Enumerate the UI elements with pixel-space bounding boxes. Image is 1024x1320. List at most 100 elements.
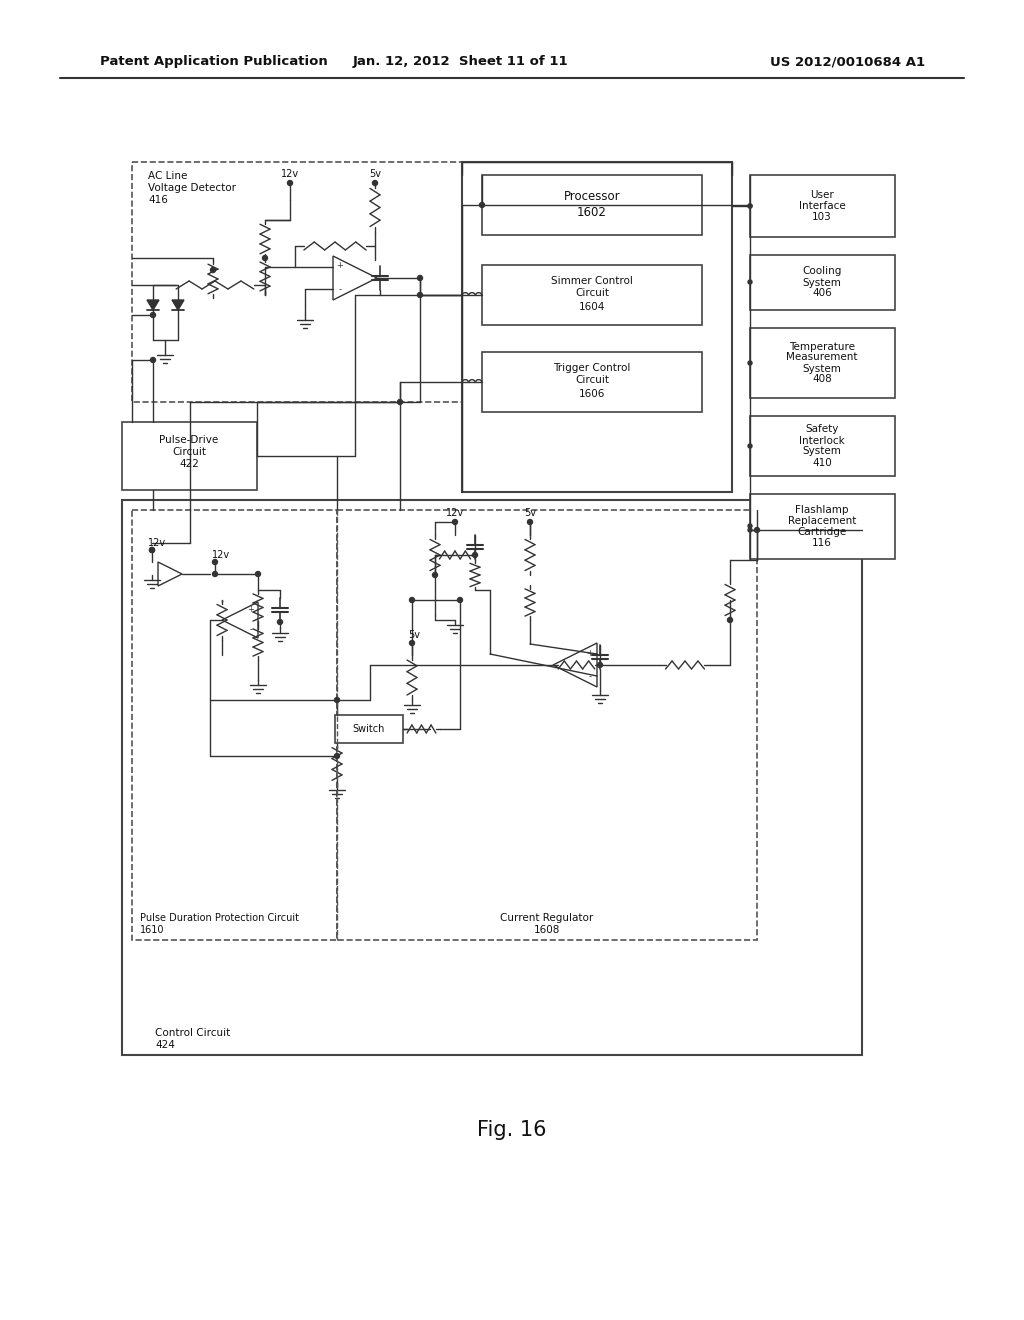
Bar — [482, 176, 702, 235]
Text: Measurement: Measurement — [786, 352, 858, 363]
Bar — [750, 176, 895, 238]
Polygon shape — [147, 300, 159, 310]
Bar — [122, 500, 862, 1055]
Circle shape — [213, 572, 217, 577]
Text: 408: 408 — [812, 375, 831, 384]
Circle shape — [262, 256, 267, 260]
Circle shape — [418, 293, 423, 297]
Polygon shape — [172, 300, 184, 310]
Text: Simmer Control: Simmer Control — [551, 276, 633, 286]
Circle shape — [256, 572, 260, 577]
Circle shape — [432, 573, 437, 578]
Text: System: System — [803, 446, 842, 457]
Text: Flashlamp: Flashlamp — [796, 506, 849, 515]
Circle shape — [748, 444, 752, 447]
Circle shape — [418, 276, 423, 281]
Text: Interlock: Interlock — [799, 436, 845, 446]
Text: AC Line: AC Line — [148, 172, 187, 181]
Text: 410: 410 — [812, 458, 831, 467]
Text: Trigger Control: Trigger Control — [553, 363, 631, 374]
Text: Control Circuit: Control Circuit — [155, 1028, 230, 1038]
Text: Fig. 16: Fig. 16 — [477, 1119, 547, 1140]
Bar — [335, 715, 403, 743]
Text: -: - — [339, 285, 341, 294]
Text: System: System — [803, 363, 842, 374]
Circle shape — [597, 663, 602, 668]
Circle shape — [748, 280, 752, 284]
Text: Interface: Interface — [799, 201, 846, 211]
Text: Circuit: Circuit — [172, 447, 206, 457]
Circle shape — [748, 528, 752, 532]
Circle shape — [748, 205, 752, 209]
Circle shape — [410, 640, 415, 645]
Circle shape — [472, 553, 477, 557]
Circle shape — [748, 524, 752, 528]
Text: Current Regulator: Current Regulator — [501, 913, 594, 923]
Text: 116: 116 — [812, 539, 831, 548]
Circle shape — [211, 268, 215, 272]
Text: Jan. 12, 2012  Sheet 11 of 11: Jan. 12, 2012 Sheet 11 of 11 — [352, 55, 568, 69]
Bar — [132, 162, 462, 403]
Text: +: + — [248, 606, 254, 615]
Text: Pulse Duration Protection Circuit: Pulse Duration Protection Circuit — [140, 913, 299, 923]
Text: Cartridge: Cartridge — [798, 527, 847, 537]
Circle shape — [458, 598, 463, 602]
Circle shape — [527, 520, 532, 524]
Text: Replacement: Replacement — [787, 516, 856, 525]
Circle shape — [479, 202, 484, 207]
Text: US 2012/0010684 A1: US 2012/0010684 A1 — [770, 55, 925, 69]
Bar — [750, 416, 895, 477]
Circle shape — [410, 598, 415, 602]
Bar — [462, 162, 732, 492]
Text: 1606: 1606 — [579, 389, 605, 399]
Text: +: + — [587, 648, 594, 657]
Circle shape — [335, 754, 340, 759]
Text: Temperature: Temperature — [790, 342, 855, 351]
Text: 406: 406 — [812, 289, 831, 298]
Text: -: - — [250, 626, 253, 635]
Circle shape — [397, 400, 402, 404]
Text: 416: 416 — [148, 195, 168, 205]
Circle shape — [288, 181, 293, 186]
Text: 424: 424 — [155, 1040, 175, 1049]
Text: Patent Application Publication: Patent Application Publication — [100, 55, 328, 69]
Text: 422: 422 — [179, 459, 199, 469]
Text: 1604: 1604 — [579, 302, 605, 312]
Text: 1602: 1602 — [578, 206, 607, 219]
Text: 12v: 12v — [212, 550, 230, 560]
Circle shape — [278, 619, 283, 624]
Text: User: User — [810, 190, 834, 201]
Bar — [132, 510, 337, 940]
Bar — [122, 422, 257, 490]
Text: System: System — [803, 277, 842, 288]
Text: Safety: Safety — [805, 425, 839, 434]
Circle shape — [151, 358, 156, 363]
Circle shape — [453, 520, 458, 524]
Circle shape — [335, 697, 340, 702]
Bar — [750, 494, 895, 558]
Text: Circuit: Circuit — [575, 375, 609, 385]
Circle shape — [151, 313, 156, 318]
Text: 5v: 5v — [408, 630, 420, 640]
Circle shape — [748, 360, 752, 366]
Bar — [482, 352, 702, 412]
Text: Switch: Switch — [353, 723, 385, 734]
Circle shape — [373, 181, 378, 186]
Circle shape — [150, 548, 155, 553]
Bar — [337, 510, 757, 940]
Bar — [482, 265, 702, 325]
Circle shape — [755, 528, 760, 532]
Text: Circuit: Circuit — [575, 288, 609, 298]
Text: -: - — [589, 672, 592, 681]
Text: Cooling: Cooling — [803, 267, 842, 276]
Text: 12v: 12v — [445, 508, 464, 517]
Text: 1610: 1610 — [140, 925, 165, 935]
Text: 5v: 5v — [524, 508, 536, 517]
Text: 1608: 1608 — [534, 925, 560, 935]
Circle shape — [727, 618, 732, 623]
Text: +: + — [337, 261, 343, 271]
Bar — [750, 255, 895, 310]
Circle shape — [213, 560, 217, 565]
Circle shape — [748, 205, 752, 209]
Text: 12v: 12v — [281, 169, 299, 180]
